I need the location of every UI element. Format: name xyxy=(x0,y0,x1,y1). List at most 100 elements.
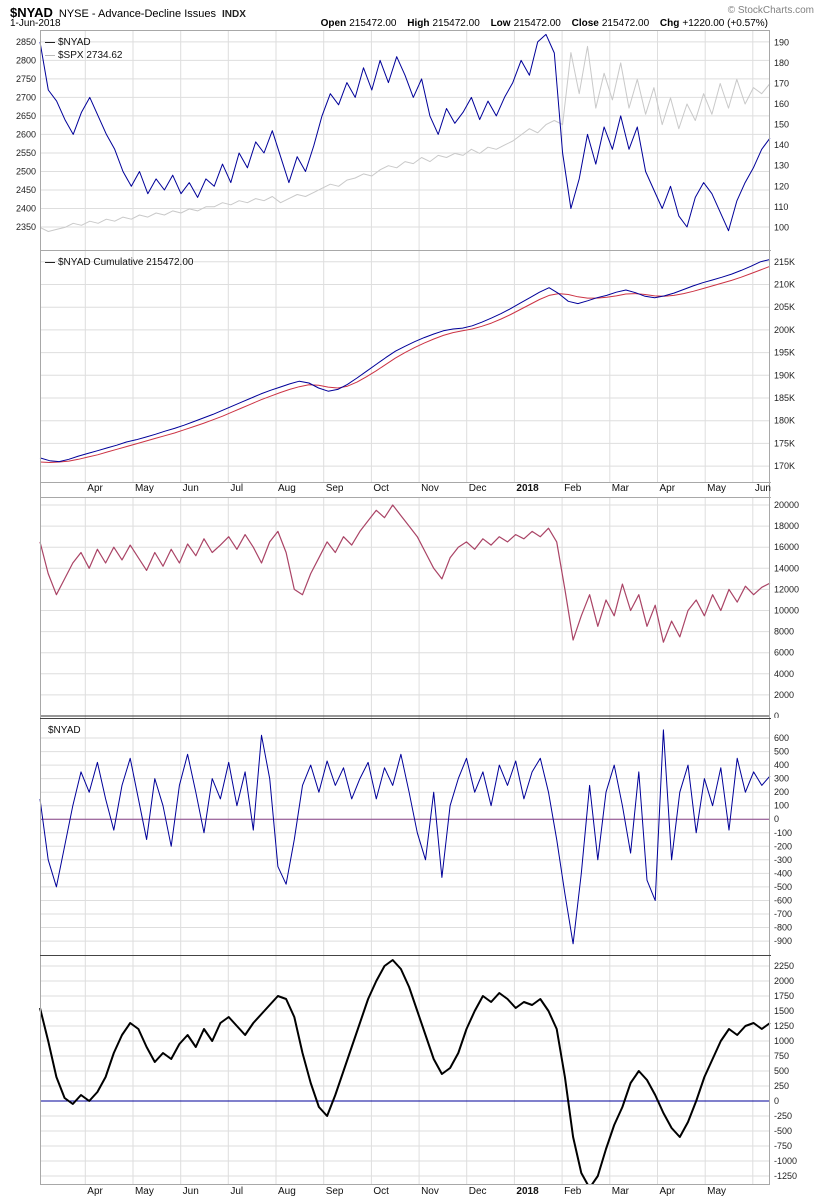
panel-separator xyxy=(40,718,771,719)
axis-tick-label: 2750 xyxy=(16,74,36,84)
ohlc-quote: Open 215472.00 High 215472.00 Low 215472.00… xyxy=(313,18,768,29)
axis-tick-label: 2400 xyxy=(16,204,36,214)
oscillator-line xyxy=(39,959,771,1185)
panel-separator xyxy=(40,482,771,483)
axis-tick-label: -250 xyxy=(774,1111,792,1121)
cumulative-line xyxy=(39,259,771,463)
axis-tick-label: 2000 xyxy=(774,976,794,986)
month-label: May xyxy=(134,483,154,494)
axis-tick-label: 500 xyxy=(774,747,789,757)
axis-tick-label: 170 xyxy=(774,79,789,89)
open-value: 215472.00 xyxy=(349,18,397,29)
low-label: Low xyxy=(490,18,511,29)
axis-tick-label: 2000 xyxy=(774,690,794,700)
high-label: High xyxy=(407,18,430,29)
month-label: Aug xyxy=(278,483,296,494)
chg-value: +1220.00 (+0.57%) xyxy=(682,18,768,29)
high-value: 215472.00 xyxy=(432,18,480,29)
axis-tick-label: -1250 xyxy=(774,1171,797,1181)
axis-tick-label: 185K xyxy=(774,393,795,403)
axis-tick-label: 180 xyxy=(774,58,789,68)
month-label: Nov xyxy=(421,483,439,494)
legend-dash: — xyxy=(45,37,55,48)
axis-tick-label: 100 xyxy=(774,801,789,811)
axis-tick-label: 150 xyxy=(774,120,789,130)
axis-tick-label: -1000 xyxy=(774,1156,797,1166)
issues-line xyxy=(39,504,771,643)
axis-tick-label: 120 xyxy=(774,181,789,191)
legend-item: $NYAD xyxy=(48,724,81,737)
axis-tick-label: 2600 xyxy=(16,129,36,139)
axis-tick-label: 190 xyxy=(774,37,789,47)
panel-separator xyxy=(40,250,771,251)
axis-tick-label: 20000 xyxy=(774,500,799,510)
quote-row: 1-Jun-2018 Open 215472.00 High 215472.00 L… xyxy=(10,18,768,29)
legend-item: — $NYAD xyxy=(45,36,123,49)
month-label: 2018 xyxy=(516,483,539,494)
axis-tick-label: 1250 xyxy=(774,1021,794,1031)
axis-tick-label: 2550 xyxy=(16,148,36,158)
month-label: Jun xyxy=(182,483,199,494)
axis-tick-label: -100 xyxy=(774,828,792,838)
legend-item: — $SPX 2734.62 xyxy=(45,49,123,62)
axis-tick-label: 180K xyxy=(774,416,795,426)
month-label: Jul xyxy=(230,1186,244,1197)
axis-tick-label: 175K xyxy=(774,438,795,448)
axis-tick-label: 170K xyxy=(774,461,795,471)
month-label: Apr xyxy=(659,483,676,494)
cumulative-ma-line xyxy=(39,265,771,463)
month-label: Sep xyxy=(325,1186,344,1197)
exchange-label: INDX xyxy=(222,9,246,20)
month-axis-top: Apr May Jun Jul Aug Sep Oct Nov Dec 2018 Feb Mar Apr… xyxy=(0,482,820,497)
axis-tick-label: 0 xyxy=(774,814,779,824)
axis-tick-label: 750 xyxy=(774,1051,789,1061)
legend-daily-ad: $NYAD xyxy=(48,724,81,737)
legend-label: $SPX 2734.62 xyxy=(58,50,123,61)
axis-tick-label: 2850 xyxy=(16,37,36,47)
axis-tick-label: -500 xyxy=(774,1126,792,1136)
axis-tick-label: 160 xyxy=(774,99,789,109)
legend-label: $NYAD xyxy=(58,37,91,48)
axis-tick-label: 215K xyxy=(774,257,795,267)
month-label: Feb xyxy=(564,483,582,494)
axis-tick-label: -500 xyxy=(774,882,792,892)
month-label: Mar xyxy=(611,483,630,494)
month-label: Sep xyxy=(325,483,344,494)
legend-label: $NYAD xyxy=(48,725,81,736)
axis-tick-label: 1750 xyxy=(774,991,794,1001)
symbol: $NYAD xyxy=(10,5,53,20)
month-label: Apr xyxy=(87,483,103,494)
close-value: 215472.00 xyxy=(601,18,650,29)
axis-tick-label: 0 xyxy=(774,711,779,718)
axis-tick-label: -600 xyxy=(774,896,792,906)
axis-tick-label: 2700 xyxy=(16,92,36,102)
axis-tick-label: 2650 xyxy=(16,111,36,121)
axis-tick-label: -700 xyxy=(774,909,792,919)
axis-tick-label: 300 xyxy=(774,774,789,784)
legend-dash: — xyxy=(45,50,55,61)
panel-separator xyxy=(40,497,771,498)
axis-tick-label: 10000 xyxy=(774,606,799,616)
legend-label: $NYAD Cumulative 215472.00 xyxy=(58,257,194,268)
axis-tick-label: 400 xyxy=(774,760,789,770)
panel-cumulative: 215K 210K 205K 200K 195K 190K 185K 180K 175K 170K xyxy=(39,250,795,482)
axis-tick-label: 2500 xyxy=(16,167,36,177)
month-label: Apr xyxy=(659,1186,676,1197)
axis-tick-label: 140 xyxy=(774,140,789,150)
open-label: Open xyxy=(320,18,347,29)
axis-tick-label: -300 xyxy=(774,855,792,865)
axis-tick-label: 6000 xyxy=(774,648,794,658)
chg-label: Chg xyxy=(659,18,680,29)
daily-ad-line xyxy=(39,729,771,945)
chart-date: 1-Jun-2018 xyxy=(10,18,61,29)
legend-dash: — xyxy=(45,257,55,268)
panel-price: 2850 2800 2750 2700 2650 2600 2550 2500 2450 2400… xyxy=(16,30,789,250)
axis-tick-label: 2250 xyxy=(774,961,794,971)
month-label: May xyxy=(707,483,727,494)
panel-issues: 2000018000160001400012000100008000600040… xyxy=(39,497,799,718)
axis-tick-label: -400 xyxy=(774,868,792,878)
axis-tick-label: -200 xyxy=(774,841,792,851)
axis-tick-label: 0 xyxy=(774,1096,779,1106)
legend-item: — $NYAD Cumulative 215472.00 xyxy=(45,256,193,269)
month-label: Jul xyxy=(230,483,244,494)
